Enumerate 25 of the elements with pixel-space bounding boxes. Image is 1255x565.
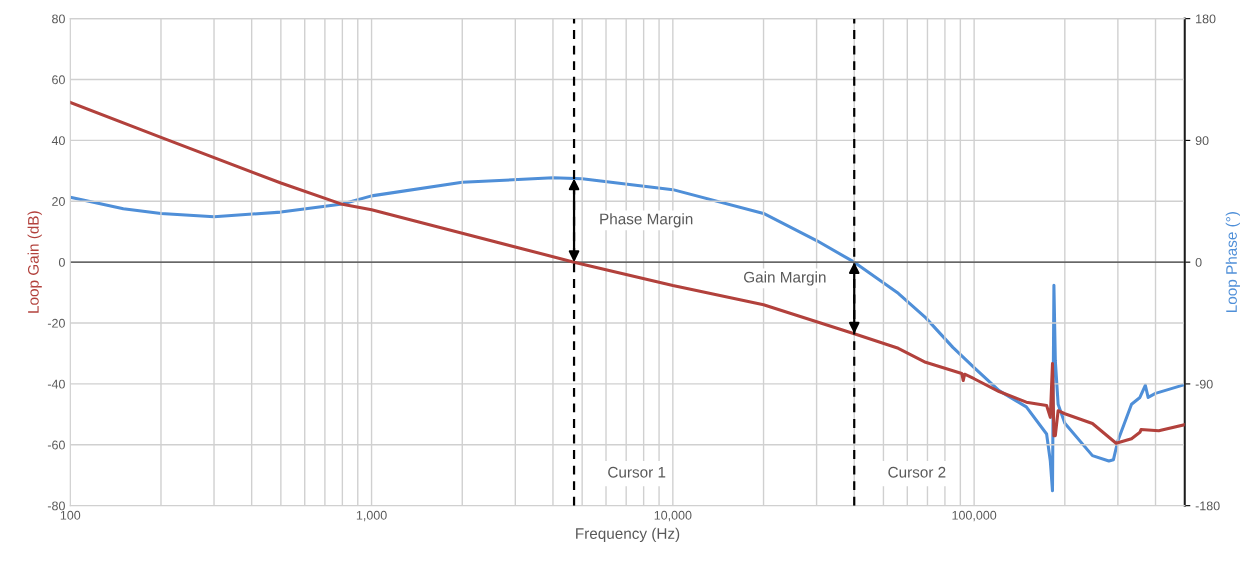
y-tick-label: -80 — [47, 501, 65, 511]
y-tick-label: -20 — [47, 318, 65, 328]
annotation: Phase Margin — [600, 213, 693, 228]
ref-line-label: Cursor 1 — [608, 466, 666, 478]
y-axis-title: Loop Gain (dB) — [27, 211, 42, 313]
y2-tick-label: 90 — [1195, 136, 1209, 146]
y-tick-label: 80 — [52, 14, 65, 24]
y-tick-label: 0 — [58, 257, 65, 267]
x-tick-label: 100 — [60, 510, 81, 520]
y2-tick-label: -180 — [1195, 501, 1220, 511]
x-tick-label: 10,000 — [654, 510, 692, 522]
y2-tick-label: 0 — [1195, 257, 1202, 267]
y-tick-label: -60 — [47, 440, 65, 450]
x-tick-label: 100,000 — [952, 510, 997, 522]
y-tick-label: 40 — [51, 136, 65, 146]
y2-tick-label: -90 — [1195, 379, 1213, 389]
y2-tick-label: 180 — [1196, 14, 1216, 24]
y-tick-label: 20 — [52, 197, 65, 206]
y-tick-label: -40 — [47, 379, 65, 389]
y-tick-label: 60 — [52, 75, 65, 85]
ref-line-label: Cursor 2 — [888, 466, 946, 478]
y2-axis-title: Loop Phase (°) — [1225, 212, 1240, 312]
x-tick-label: 1,000 — [356, 510, 387, 522]
annotation: Gain Margin — [744, 271, 826, 286]
x-axis-title: Frequency (Hz) — [576, 527, 680, 542]
